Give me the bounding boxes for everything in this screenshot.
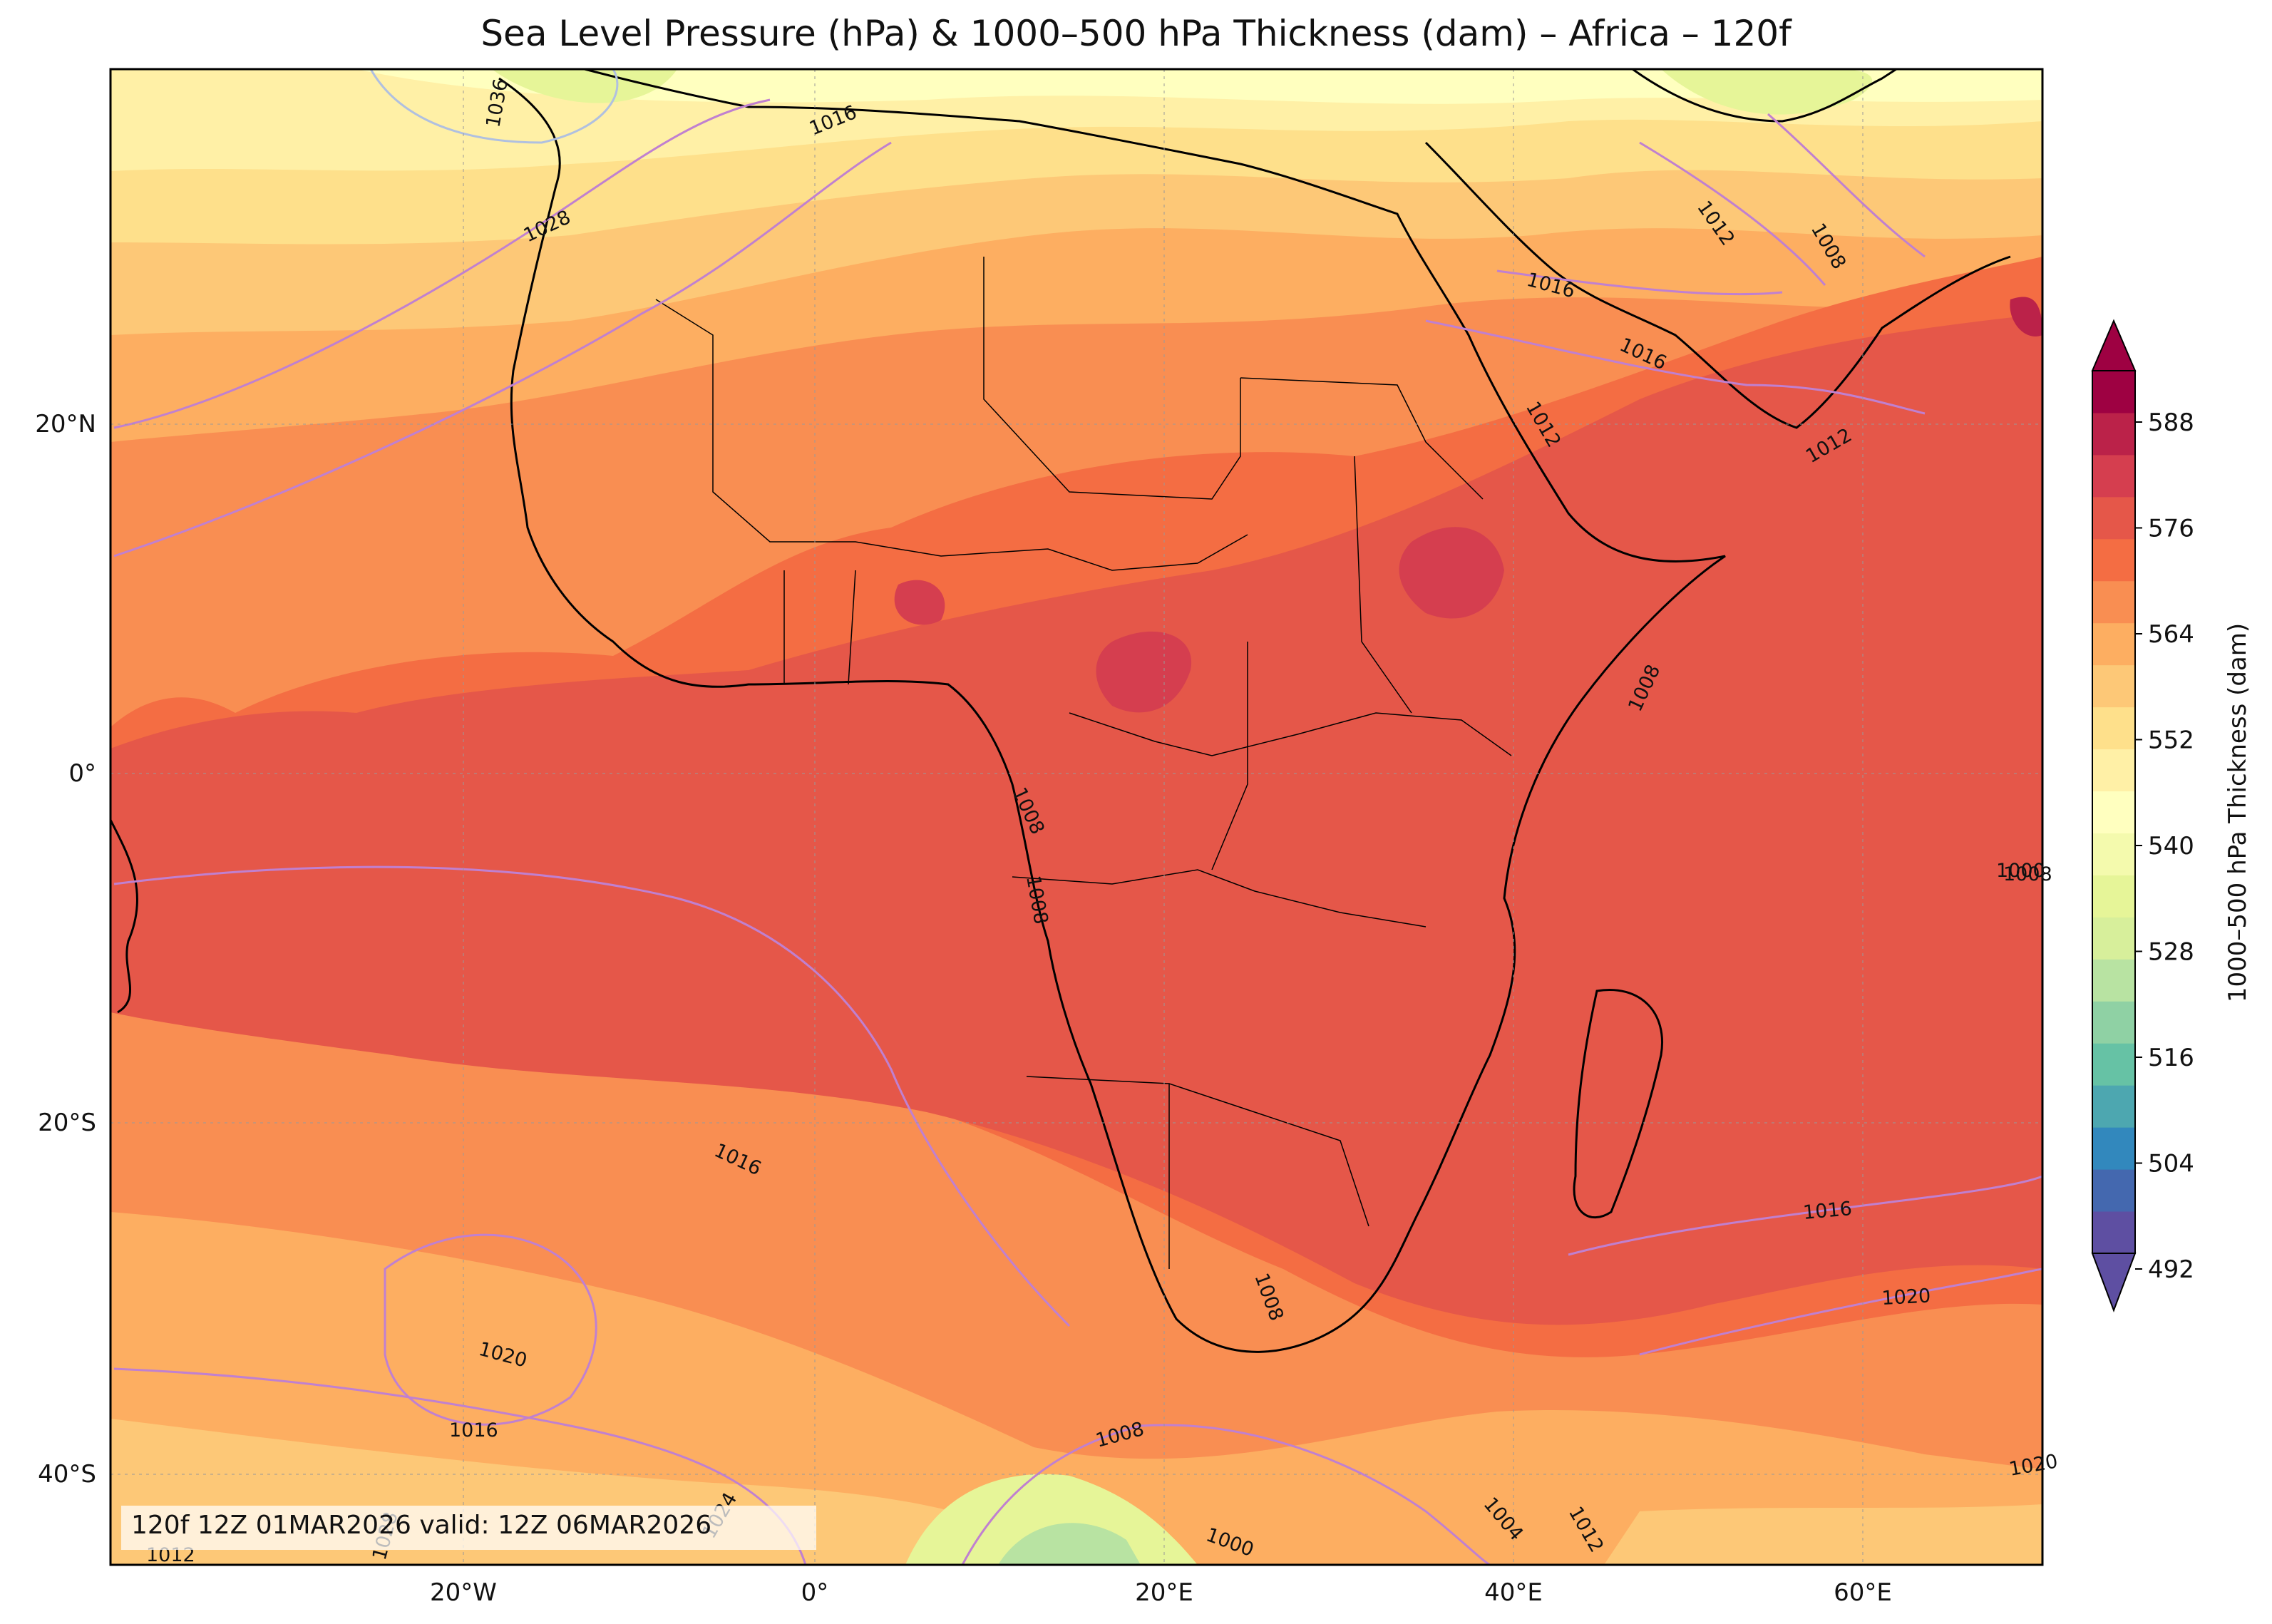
page-title: Sea Level Pressure (hPa) & 1000–500 hPa … bbox=[480, 13, 1792, 54]
contour-label: 1008 bbox=[2003, 863, 2052, 885]
lon-tick: 20°W bbox=[430, 1578, 497, 1607]
colorbar-frame bbox=[2092, 370, 2136, 1254]
lon-tick: 40°E bbox=[1484, 1578, 1543, 1607]
colorbar-swatch bbox=[2092, 959, 2135, 1002]
contour-label: 1000 bbox=[1996, 860, 2045, 882]
lon-tick: 0° bbox=[801, 1578, 829, 1607]
map-frame bbox=[109, 68, 2044, 1566]
colorbar-swatches bbox=[2092, 371, 2135, 1254]
lon-tick-labels: 20°W 0° 20°E 40°E 60°E bbox=[430, 1578, 1892, 1607]
colorbar-swatch bbox=[2092, 791, 2135, 833]
colorbar: 588 576 564 552 540 528 516 504 492 1000–500 hPa… bbox=[2091, 319, 2252, 1312]
valid-time-box bbox=[121, 1506, 816, 1550]
colorbar-swatch bbox=[2092, 580, 2135, 624]
colorbar-swatch bbox=[2092, 833, 2135, 875]
contour-label: 1020 bbox=[1881, 1285, 1931, 1310]
colorbar-swatch bbox=[2092, 706, 2135, 750]
colorbar-swatch bbox=[2092, 454, 2135, 498]
colorbar-swatch bbox=[2092, 664, 2135, 708]
colorbar-tick-label: 552 bbox=[2148, 726, 2194, 755]
lon-tick: 60°E bbox=[1834, 1578, 1892, 1607]
slp-contours bbox=[113, 69, 2042, 1565]
colorbar-bottom-arrow bbox=[2091, 1253, 2137, 1312]
colorbar-tick-label: 588 bbox=[2148, 408, 2194, 437]
contour-label: 1016 bbox=[449, 1419, 498, 1441]
colorbar-swatch bbox=[2092, 1085, 2135, 1128]
colorbar-swatch bbox=[2092, 538, 2135, 582]
lat-tick: 20°S bbox=[38, 1109, 96, 1137]
colorbar-swatch bbox=[2092, 1211, 2135, 1254]
colorbar-swatch bbox=[2092, 749, 2135, 792]
colorbar-top-arrow bbox=[2091, 319, 2137, 371]
colorbar-swatch bbox=[2092, 1127, 2135, 1170]
thickness-fill bbox=[110, 69, 2042, 1565]
colorbar-tick-label: 516 bbox=[2148, 1044, 2194, 1072]
colorbar-swatch bbox=[2092, 622, 2135, 666]
colorbar-tick-label: 564 bbox=[2148, 620, 2194, 649]
colorbar-tick-label: 540 bbox=[2148, 832, 2194, 860]
colorbar-swatch bbox=[2092, 1169, 2135, 1212]
colorbar-tick-label: 504 bbox=[2148, 1150, 2194, 1178]
country-borders bbox=[655, 257, 1512, 1269]
colorbar-swatch bbox=[2092, 1043, 2135, 1086]
colorbar-swatch bbox=[2092, 1001, 2135, 1044]
colorbar-ticks: 588 576 564 552 540 528 516 504 492 bbox=[2135, 408, 2194, 1284]
valid-time-label: 120f 12Z 01MAR2026 valid: 12Z 06MAR2026 bbox=[131, 1511, 712, 1540]
coastlines bbox=[110, 69, 2011, 1353]
colorbar-swatch bbox=[2092, 496, 2135, 540]
lat-tick-labels: 20°N 0° 20°S 40°S bbox=[35, 410, 96, 1489]
colorbar-swatch bbox=[2092, 371, 2135, 413]
lat-tick: 20°N bbox=[35, 410, 96, 438]
colorbar-tick-label: 528 bbox=[2148, 938, 2194, 967]
colorbar-swatch bbox=[2092, 412, 2135, 456]
lat-tick: 0° bbox=[68, 759, 96, 788]
colorbar-tick-label: 492 bbox=[2148, 1255, 2194, 1284]
gridlines bbox=[110, 69, 2042, 1565]
lat-tick: 40°S bbox=[38, 1460, 96, 1489]
colorbar-tick-label: 576 bbox=[2148, 515, 2194, 543]
colorbar-swatch bbox=[2092, 917, 2135, 960]
lon-tick: 20°E bbox=[1135, 1578, 1193, 1607]
contour-label: 1016 bbox=[1802, 1198, 1853, 1224]
colorbar-swatch bbox=[2092, 875, 2135, 918]
colorbar-label: 1000–500 hPa Thickness (dam) bbox=[2224, 623, 2252, 1002]
